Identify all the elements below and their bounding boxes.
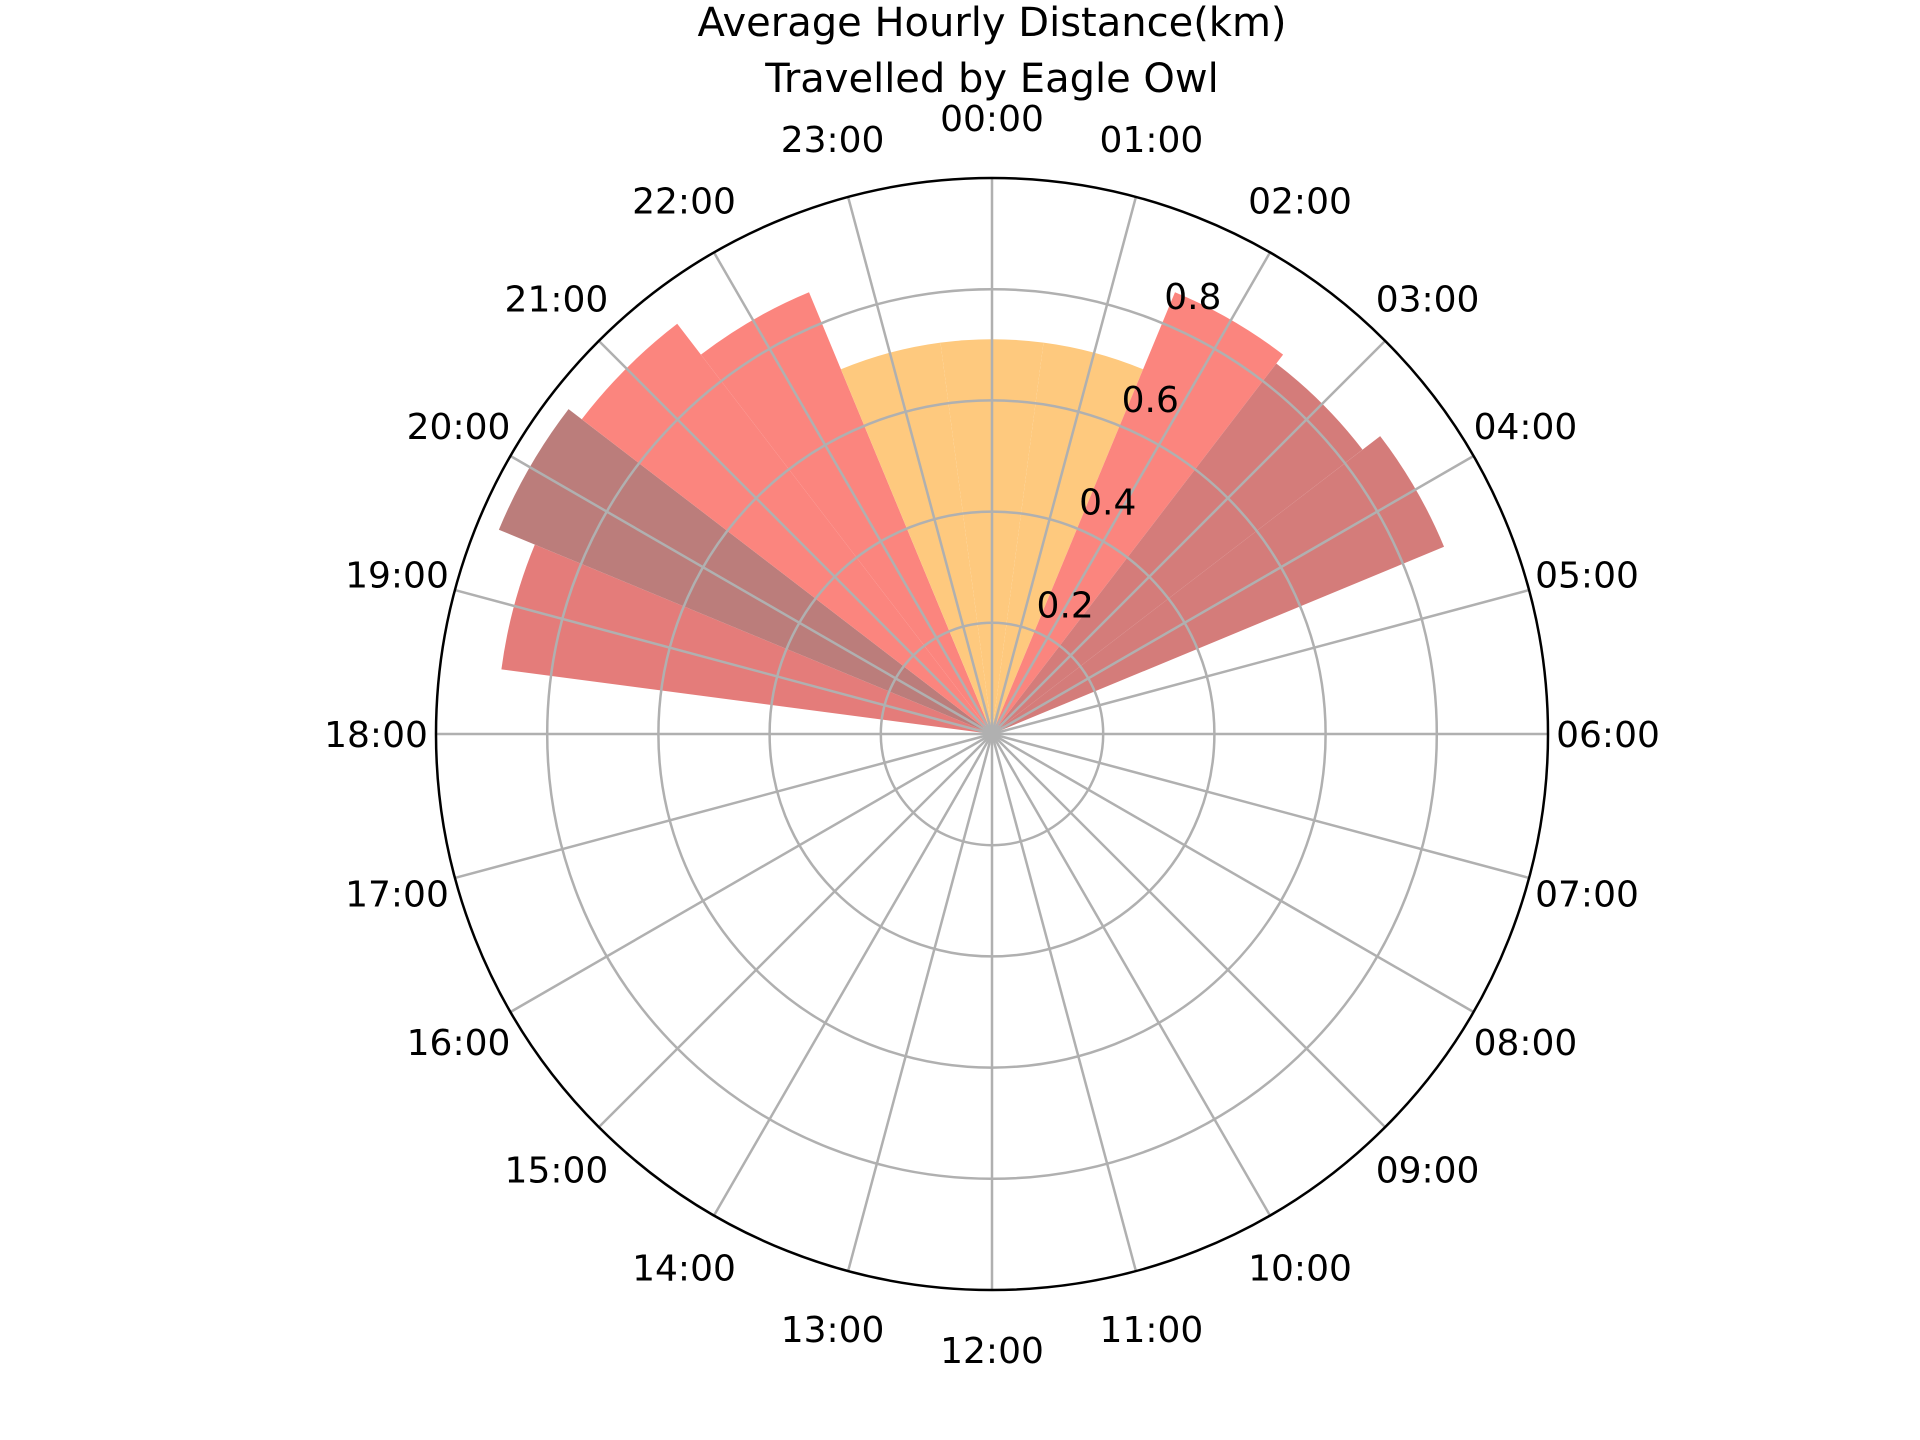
theta-tick-label: 16:00	[407, 1023, 511, 1064]
grid-spoke	[509, 454, 993, 736]
grid-spoke	[509, 732, 993, 1014]
theta-tick-label: 15:00	[505, 1151, 609, 1192]
theta-tick-label: 22:00	[632, 182, 736, 223]
theta-tick-label: 05:00	[1535, 556, 1639, 597]
grid-spoke	[990, 733, 1272, 1217]
chart-title-line: Average Hourly Distance(km)	[697, 0, 1286, 46]
chart-title-line: Travelled by Eagle Owl	[764, 56, 1218, 102]
theta-tick-label: 20:00	[407, 407, 511, 448]
bar-02:00	[992, 292, 1284, 734]
grid-spoke	[991, 732, 1530, 880]
grid-spoke	[712, 733, 994, 1217]
bar-19:00	[501, 544, 992, 734]
theta-tick-label: 02:00	[1248, 182, 1352, 223]
bar-22:00	[700, 292, 992, 734]
grid-spoke	[991, 588, 1530, 736]
theta-tick-label: 07:00	[1535, 874, 1639, 915]
grid-spoke	[454, 588, 993, 736]
theta-tick-label: 04:00	[1474, 407, 1578, 448]
grid-spoke	[990, 733, 1138, 1272]
grid	[436, 178, 1548, 1290]
grid-spoke	[991, 733, 1387, 1129]
theta-tick-label: 00:00	[940, 99, 1044, 140]
outer-frame	[434, 176, 1550, 1292]
theta-tick-label: 11:00	[1100, 1310, 1204, 1351]
theta-tick-label: 13:00	[781, 1310, 885, 1351]
theta-tick-label: 18:00	[324, 715, 428, 756]
grid-spoke	[712, 251, 994, 735]
theta-tick-label: 06:00	[1556, 715, 1660, 756]
theta-tick-label: 17:00	[345, 874, 449, 915]
grid-spoke	[846, 733, 994, 1272]
theta-tick-label: 23:00	[781, 120, 885, 161]
grid-spoke	[990, 196, 1138, 735]
bar-01:00	[992, 342, 1144, 734]
r-tick-label: 0.4	[1079, 483, 1136, 524]
theta-tick-label: 09:00	[1376, 1151, 1480, 1192]
bar-23:00	[840, 342, 992, 734]
r-tick-label: 0.8	[1164, 277, 1221, 318]
grid-spoke	[597, 733, 993, 1129]
theta-tick-label: 01:00	[1100, 120, 1204, 161]
theta-tick-label: 08:00	[1474, 1023, 1578, 1064]
theta-tick-label: 10:00	[1248, 1248, 1352, 1289]
radial-tick-labels: 0.2 0.4 0.6 0.8	[1037, 277, 1222, 626]
theta-tick-label: 19:00	[345, 556, 449, 597]
grid-spoke	[454, 732, 993, 880]
angular-tick-labels: 00:00 01:00 02:00 03:00 04:00 05:00 06:00 07:00…	[324, 99, 1660, 1372]
bar-04:00	[992, 436, 1445, 734]
r-tick-label: 0.6	[1122, 380, 1179, 421]
polar-frame	[434, 176, 1550, 1292]
grid-spoke	[846, 196, 994, 735]
theta-tick-label: 21:00	[505, 279, 609, 320]
bar-20:00	[498, 409, 992, 734]
theta-tick-label: 14:00	[632, 1248, 736, 1289]
grid-spoke	[991, 732, 1475, 1014]
grid-spoke	[991, 339, 1387, 735]
grid-spoke	[597, 339, 993, 735]
theta-tick-label: 12:00	[940, 1331, 1044, 1372]
theta-tick-label: 03:00	[1376, 279, 1480, 320]
grid-spoke	[990, 251, 1272, 735]
chart-title: Average Hourly Distance(km) Travelled by …	[697, 0, 1286, 102]
grid-spoke	[991, 454, 1475, 736]
r-tick-label: 0.2	[1037, 585, 1094, 626]
